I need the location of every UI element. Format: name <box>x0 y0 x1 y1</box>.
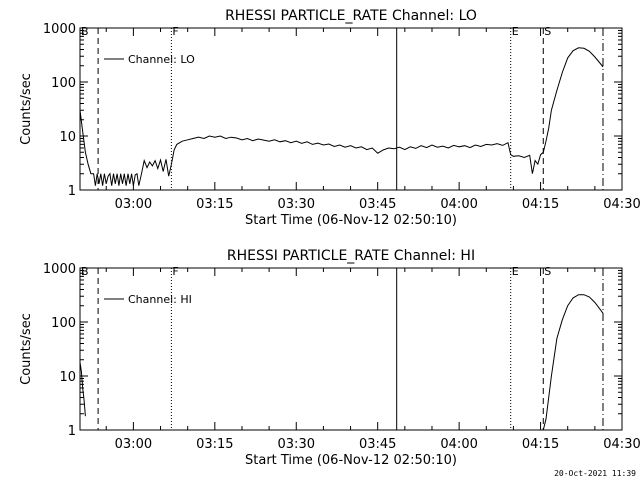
panel-2: RHESSI PARTICLE_RATE Channel: HI 1 10 100 10… <box>19 248 640 468</box>
y-tick-label: 100 <box>51 316 76 331</box>
series-line-1 <box>80 47 604 186</box>
x-tick-label: 03:30 <box>278 197 315 212</box>
series-line-1 <box>80 294 604 430</box>
y-tick-label: 1000 <box>43 22 76 37</box>
event-marker-label: S <box>544 265 551 278</box>
x-tick-label: 03:00 <box>115 437 152 452</box>
x-tick-label: 03:00 <box>115 197 152 212</box>
x-tick-label: 03:15 <box>196 437 233 452</box>
x-tick-label: 04:30 <box>603 437 640 452</box>
legend-label: Channel: LO <box>128 53 195 66</box>
x-tick-label: 04:15 <box>522 437 559 452</box>
panel-1-ylabel: Counts/sec <box>19 73 34 145</box>
event-marker-label: F <box>172 25 178 38</box>
x-tick-label: 04:30 <box>603 197 640 212</box>
panel-1-title: RHESSI PARTICLE_RATE Channel: LO <box>225 8 477 24</box>
y-tick-label: 10 <box>59 370 76 385</box>
event-marker-label: B <box>81 25 89 38</box>
x-tick-label: 03:15 <box>196 197 233 212</box>
event-marker-label: B <box>81 265 89 278</box>
x-tick-label: 03:30 <box>278 437 315 452</box>
y-tick-label: 1 <box>68 424 76 439</box>
footer-timestamp: 20-Oct-2021 11:39 <box>554 469 636 478</box>
panel-2-xlabel: Start Time (06-Nov-12 02:50:10) <box>245 453 457 468</box>
x-tick-label: 03:45 <box>359 437 396 452</box>
x-tick-label: 04:15 <box>522 197 559 212</box>
panel-2-title: RHESSI PARTICLE_RATE Channel: HI <box>227 248 475 264</box>
y-tick-label: 1 <box>68 184 76 199</box>
event-marker-label: S <box>544 25 551 38</box>
y-tick-label: 1000 <box>43 262 76 277</box>
panel-1: RHESSI PARTICLE_RATE Channel: LO 1 10 100 10… <box>19 8 640 228</box>
event-marker-label: F <box>172 265 178 278</box>
legend-label: Channel: HI <box>128 293 192 306</box>
x-tick-label: 03:45 <box>359 197 396 212</box>
y-tick-label: 100 <box>51 76 76 91</box>
event-marker-label: E <box>512 25 519 38</box>
x-tick-label: 04:00 <box>440 197 477 212</box>
panel-2-ylabel: Counts/sec <box>19 313 34 385</box>
panel-1-xlabel: Start Time (06-Nov-12 02:50:10) <box>245 213 457 228</box>
y-tick-label: 10 <box>59 130 76 145</box>
event-marker-label: E <box>512 265 519 278</box>
x-tick-label: 04:00 <box>440 437 477 452</box>
